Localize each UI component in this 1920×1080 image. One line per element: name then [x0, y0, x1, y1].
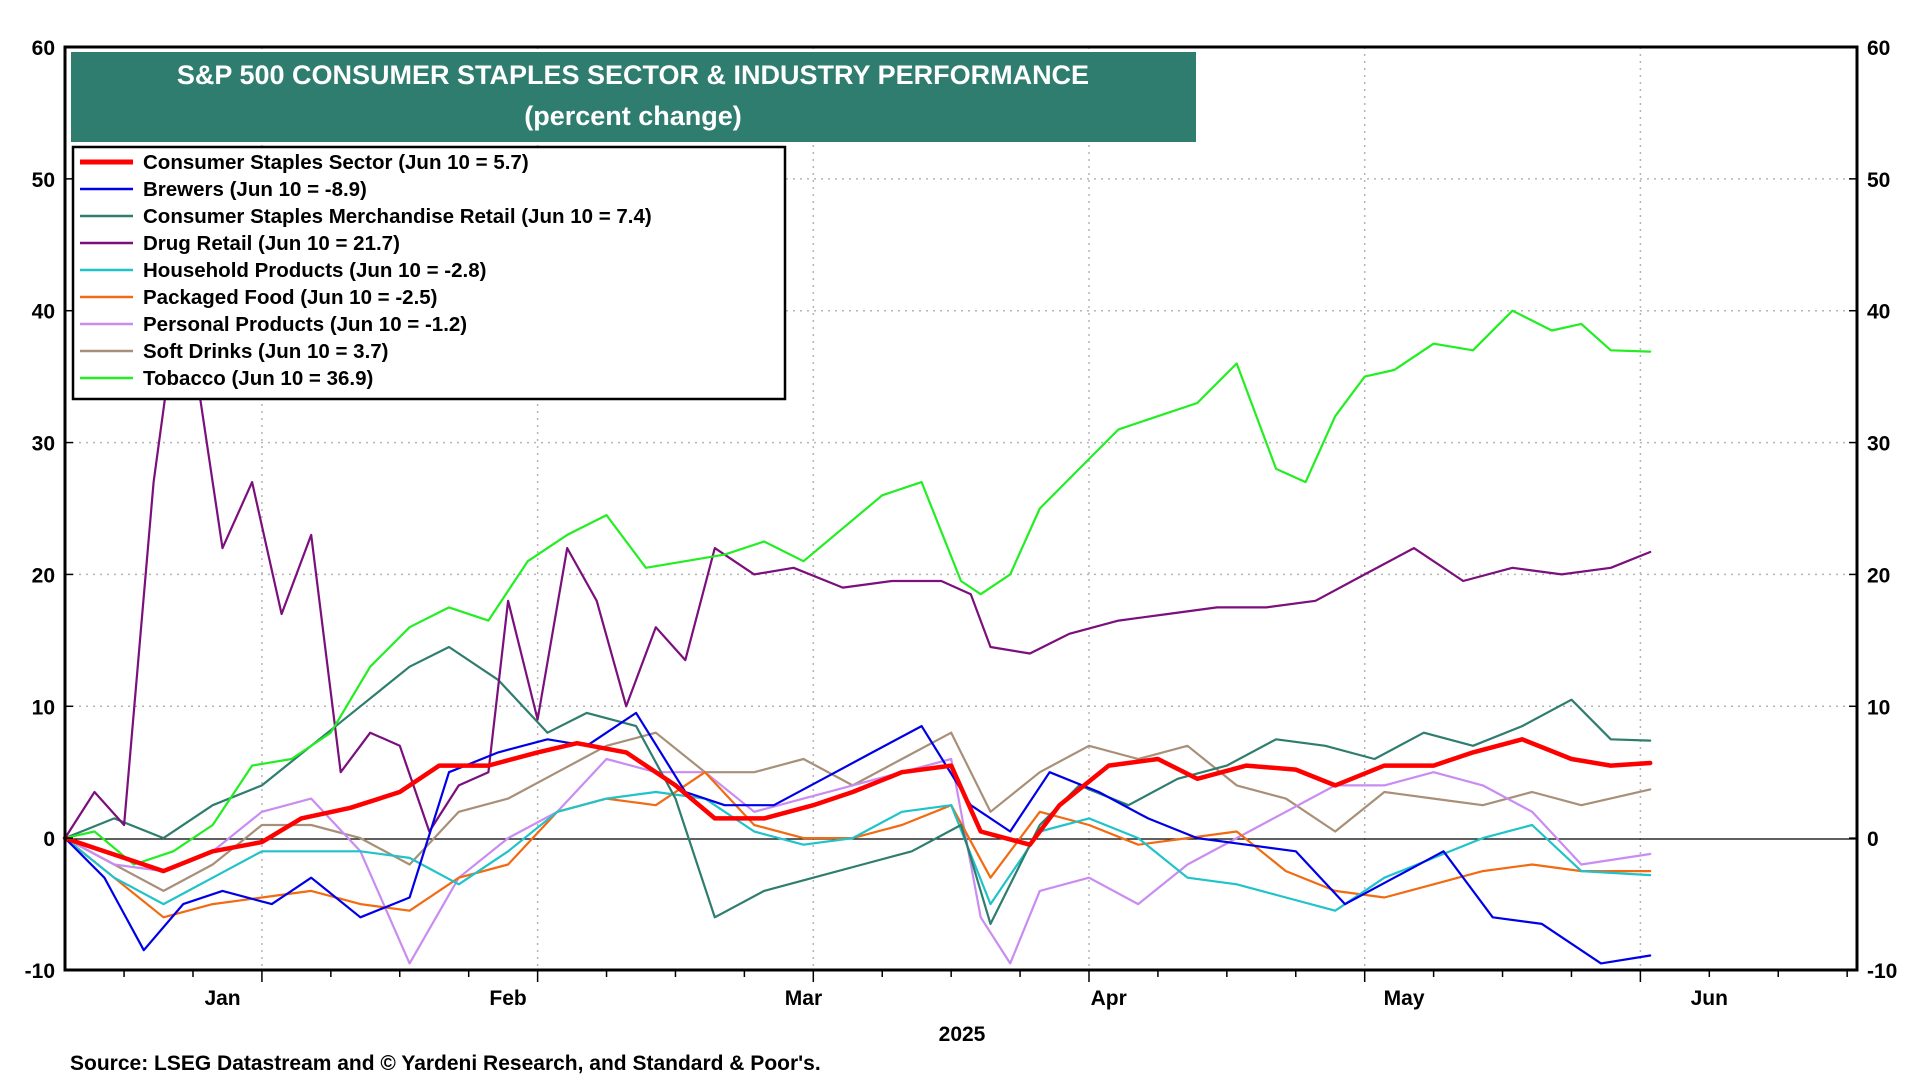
x-axis-label: 2025 — [939, 1023, 986, 1046]
y-tick-label-left: 40 — [32, 301, 55, 324]
y-tick-label-right: 40 — [1867, 301, 1890, 324]
gridlines — [65, 47, 1857, 970]
y-tick-label-right: 30 — [1867, 433, 1890, 456]
x-tick-label: May — [1384, 987, 1425, 1010]
y-tick-label-right: 10 — [1867, 696, 1890, 719]
y-tick-label-left: -10 — [25, 960, 55, 983]
y-tick-label-left: 10 — [32, 696, 55, 719]
legend-label: Drug Retail (Jun 10 = 21.7) — [143, 232, 400, 255]
y-tick-label-right: 50 — [1867, 169, 1890, 192]
legend-label: Packaged Food (Jun 10 = -2.5) — [143, 286, 438, 309]
x-axis-month-labels: Jan Feb Mar Apr May Jun — [204, 987, 1728, 1010]
series-line — [62, 737, 1653, 874]
y-tick-label-left: 20 — [32, 564, 55, 587]
series-line — [63, 711, 1652, 965]
legend: Consumer Staples Sector (Jun 10 = 5.7) Br… — [71, 145, 787, 401]
legend-label: Personal Products (Jun 10 = -1.2) — [143, 313, 467, 336]
legend-label: Tobacco (Jun 10 = 36.9) — [143, 367, 373, 390]
y-tick-label-left: 50 — [32, 169, 55, 192]
title-box: S&P 500 CONSUMER STAPLES SECTOR & INDUST… — [71, 52, 1196, 142]
legend-label: Household Products (Jun 10 = -2.8) — [143, 259, 486, 282]
source-note: Source: LSEG Datastream and © Yardeni Re… — [70, 1052, 821, 1075]
plot-frame — [63, 45, 1859, 972]
y-axis-right: 60 50 40 30 20 10 0 -10 — [1849, 37, 1897, 983]
y-tick-label-left: 30 — [32, 433, 55, 456]
series-line — [63, 645, 1652, 926]
y-tick-label-right: 20 — [1867, 564, 1890, 587]
y-tick-label-right: -10 — [1867, 960, 1897, 983]
series-layer — [62, 309, 1653, 965]
x-tick-label: Mar — [785, 987, 822, 1010]
legend-label: Consumer Staples Sector (Jun 10 = 5.7) — [143, 151, 529, 174]
legend-label: Consumer Staples Merchandise Retail (Jun… — [143, 205, 652, 228]
series-line — [63, 757, 1652, 965]
legend-label: Soft Drinks (Jun 10 = 3.7) — [143, 340, 389, 363]
legend-label: Brewers (Jun 10 = -8.9) — [143, 178, 367, 201]
y-tick-label-left: 60 — [32, 37, 55, 60]
y-axis-left: 60 50 40 30 20 10 0 -10 — [25, 37, 73, 983]
y-tick-label-right: 0 — [1867, 828, 1879, 851]
x-tick-label: Jan — [204, 987, 240, 1010]
chart-subtitle: (percent change) — [524, 101, 742, 131]
series-line — [63, 336, 1652, 840]
y-tick-label-left: 0 — [43, 828, 55, 851]
legend-box — [71, 145, 787, 401]
series-line — [63, 309, 1652, 866]
x-axis-ticks — [123, 970, 1848, 982]
y-tick-label-right: 60 — [1867, 37, 1890, 60]
x-tick-label: Jun — [1691, 987, 1728, 1010]
x-tick-label: Feb — [489, 987, 526, 1010]
x-tick-label: Apr — [1091, 987, 1127, 1010]
chart-title: S&P 500 CONSUMER STAPLES SECTOR & INDUST… — [177, 60, 1089, 90]
series-line — [63, 790, 1652, 912]
